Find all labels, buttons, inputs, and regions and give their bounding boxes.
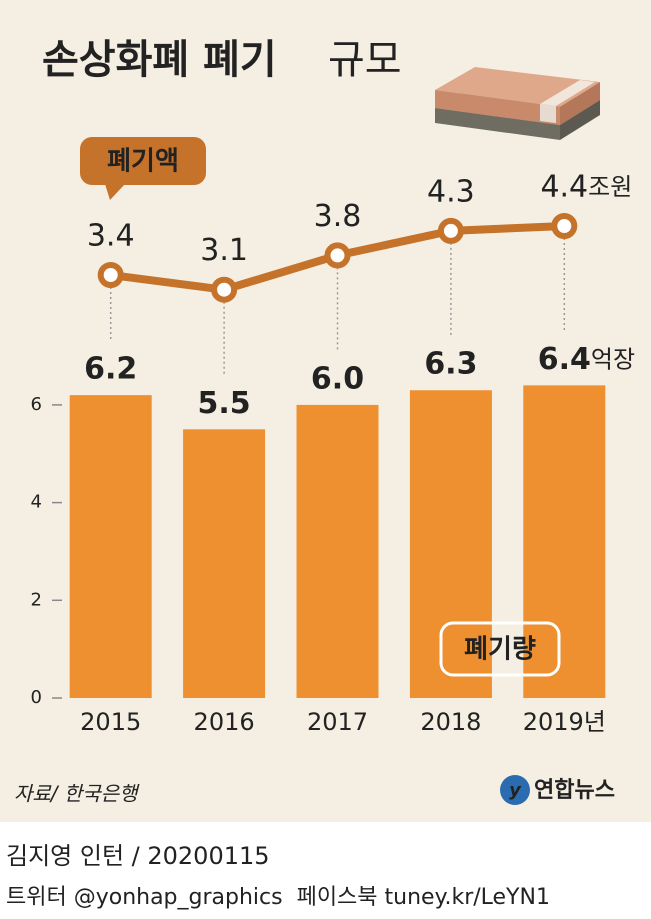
bar	[523, 385, 606, 698]
line-point	[437, 217, 464, 244]
x-tick-label: 2016	[194, 708, 255, 736]
legend-label: 폐기액	[107, 147, 179, 177]
source: 자료/ 한국은행	[14, 782, 140, 806]
x-tick-label: 2017	[307, 708, 368, 736]
bar	[409, 390, 492, 698]
bar	[69, 395, 152, 698]
logo: y 연합뉴스	[500, 775, 615, 805]
bar	[183, 429, 266, 698]
chart-title-suffix: 규모	[328, 37, 402, 83]
bar-value-label: 5.5	[198, 386, 251, 421]
y-tick-label: 2	[31, 589, 42, 610]
bar	[296, 404, 379, 698]
plot: 0 2 4 6 2015 2016 2017 2018 2019년 6.2 5.5 6.0 6.3 6.4…	[31, 170, 636, 737]
line-value-label: 3.1	[200, 233, 248, 268]
x-tick-label: 2019년	[523, 708, 606, 736]
social: 트위터 @yonhap_graphics 페이스북 tuney.kr/LeYN1	[6, 885, 550, 910]
bar-value-label: 6.0	[311, 361, 364, 396]
y-tick-label: 6	[31, 394, 42, 415]
x-tick-label: 2015	[80, 708, 141, 736]
line-point	[551, 213, 578, 239]
chart-title: 손상화폐 폐기	[42, 37, 277, 83]
line-value-label: 3.8	[314, 199, 362, 234]
line-point	[324, 242, 351, 269]
svg-text:y: y	[509, 780, 522, 801]
legend-label: 폐기량	[464, 635, 536, 665]
unit-label: 조원	[588, 173, 632, 201]
y-tick-label: 0	[31, 687, 42, 708]
bar-legend-badge: 폐기량	[439, 621, 561, 677]
unit-label: 억장	[591, 345, 635, 373]
bar-value-label: 6.4	[538, 342, 591, 377]
credit: 김지영 인턴 / 20200115	[6, 842, 270, 870]
bar-value-label: 6.2	[84, 352, 137, 387]
money-icon	[435, 67, 600, 140]
line-point	[211, 276, 238, 303]
line-legend-badge: 폐기액	[80, 137, 206, 200]
x-tick-label: 2018	[420, 708, 481, 736]
logo-text: 연합뉴스	[534, 777, 615, 803]
line-value-label: 4.4	[540, 170, 588, 205]
line-value-label: 4.3	[427, 174, 475, 209]
line-value-label: 3.4	[87, 219, 135, 254]
y-tick-label: 4	[31, 492, 42, 513]
bar-value-label: 6.3	[424, 347, 477, 382]
line-point	[97, 262, 124, 288]
